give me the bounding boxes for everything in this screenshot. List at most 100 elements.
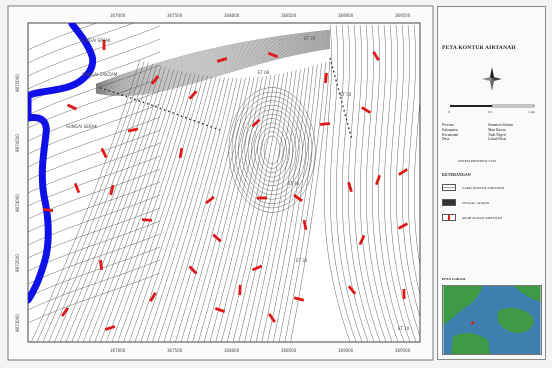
- flow-arrow-marker: [99, 259, 103, 271]
- location-inset-map: [442, 285, 542, 355]
- contour-line: [95, 42, 331, 91]
- left-tick-label: 9874500: [15, 134, 20, 152]
- contour-line: [152, 77, 229, 342]
- contour-line: [241, 104, 303, 196]
- contour-line: [65, 67, 166, 342]
- contour-line: [95, 43, 331, 91]
- flow-arrow-marker: [347, 181, 353, 193]
- flow-arrow-marker: [150, 75, 160, 85]
- flow-arrow-marker: [256, 196, 268, 200]
- flow-arrow-marker: [214, 307, 226, 313]
- flow-arrow-marker: [302, 219, 308, 231]
- scale-label: 0.5: [488, 110, 493, 114]
- contour-line: [28, 272, 161, 324]
- contour-line: [95, 32, 331, 86]
- left-tick-label: 9873500: [15, 254, 20, 272]
- flow-arrow-marker: [212, 233, 222, 243]
- contour-line: [28, 259, 161, 311]
- info-key: Kecamatan: [442, 132, 459, 137]
- info-key: Desa: [442, 137, 450, 142]
- flow-arrow-marker: [347, 285, 357, 295]
- contour-line: [28, 194, 161, 246]
- contour-line: [31, 59, 141, 342]
- contour-line: [203, 75, 267, 342]
- scale-bar: 0 0.5 1 km: [448, 104, 535, 114]
- contour-line: [95, 48, 331, 96]
- contour-line: [250, 118, 294, 182]
- contour-line: [28, 23, 135, 64]
- top-tick-label: 369000: [338, 13, 354, 18]
- contour-value-label: ET 70: [304, 36, 316, 41]
- flow-arrow-marker: [293, 296, 305, 302]
- contour-value-label: ET 30: [296, 258, 308, 263]
- contour-line: [257, 127, 287, 173]
- flow-arrow-marker: [216, 57, 228, 63]
- contour-line: [111, 74, 200, 342]
- contour-line: [94, 72, 187, 342]
- bottom-tick-label: 367500: [167, 348, 183, 353]
- left-tick-label: 9874000: [15, 194, 20, 212]
- contour-line: [284, 61, 327, 342]
- flow-arrow-marker: [267, 51, 279, 59]
- contour-line: [28, 181, 161, 233]
- flow-arrow-marker: [60, 307, 70, 317]
- left-tick-label: 9875000: [15, 74, 20, 92]
- contour-line: [260, 131, 284, 169]
- contour-line: [28, 90, 161, 142]
- map-title: PETA KONTUR AIRTANAH: [442, 45, 516, 51]
- contour-line: [95, 33, 331, 87]
- contour-line: [95, 31, 331, 85]
- contour-line: [250, 68, 301, 342]
- contour-line: [157, 77, 234, 342]
- flow-arrow-marker: [319, 122, 331, 126]
- contour-line: [82, 70, 179, 342]
- contour-line: [221, 73, 280, 342]
- legend-item: ARAH ALIRAN AIRTANAH: [442, 214, 502, 221]
- contour-line: [261, 66, 310, 342]
- contour-line: [175, 77, 246, 342]
- contour-line: [95, 41, 331, 90]
- contour-value-label: ET 50: [340, 92, 352, 97]
- contour-line: [408, 24, 420, 296]
- contour-line: [396, 24, 420, 337]
- contour-line: [372, 24, 399, 342]
- flow-divide-line: [99, 57, 353, 141]
- contour-line: [95, 44, 331, 93]
- contour-line: [244, 109, 300, 191]
- contour-line: [95, 34, 331, 87]
- contour-line: [228, 87, 316, 213]
- top-tick-label: 367500: [167, 13, 183, 18]
- contour-line: [330, 24, 357, 342]
- contour-line: [209, 75, 272, 342]
- flow-arrows: [42, 40, 409, 331]
- flow-arrow-marker: [205, 195, 215, 205]
- contour-line: [234, 96, 310, 204]
- contour-line: [336, 24, 363, 342]
- contour-line: [354, 24, 381, 342]
- contour-line: [123, 76, 208, 342]
- info-value: Musi Rawas: [488, 127, 506, 132]
- contour-line: [28, 246, 161, 298]
- contour-line: [28, 64, 161, 116]
- contour-line: [95, 41, 331, 91]
- contour-line: [28, 51, 161, 103]
- contour-line: [254, 122, 290, 178]
- contour-line: [384, 24, 411, 342]
- info-row: Desa Lubuk Besar: [442, 137, 546, 142]
- flow-arrow-marker: [293, 193, 303, 203]
- contour-line: [278, 63, 322, 342]
- contour-line: [48, 63, 153, 342]
- info-value: Tuah Negeri: [488, 132, 506, 137]
- contour-line: [95, 34, 331, 87]
- contour-line: [95, 36, 331, 88]
- flow-arrow-marker: [324, 72, 328, 84]
- contour-line: [231, 91, 313, 209]
- contour-line: [100, 73, 191, 342]
- flow-arrow-marker: [402, 288, 406, 300]
- contour-line: [402, 24, 420, 318]
- scale-label: 1 km: [528, 110, 535, 114]
- top-tick-label: 369500: [395, 13, 411, 18]
- place-label: SUNGAI SERAK: [66, 124, 97, 129]
- contour-line: [414, 25, 420, 267]
